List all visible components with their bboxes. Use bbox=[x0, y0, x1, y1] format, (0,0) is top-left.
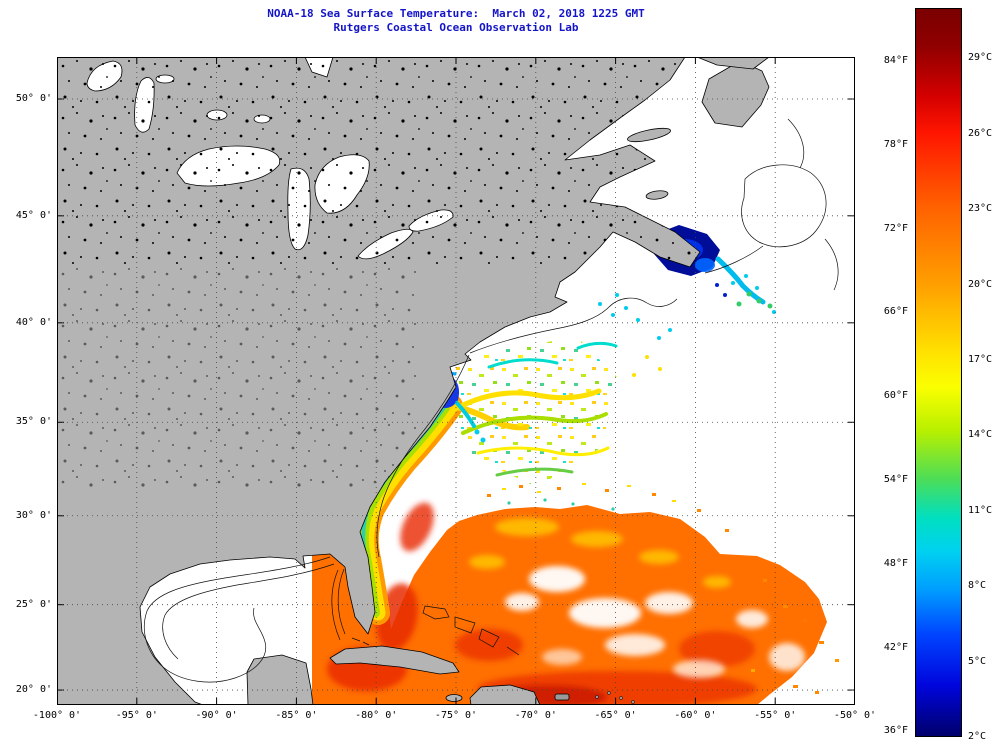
colorbar-fahrenheit-label: 36°F bbox=[883, 725, 908, 737]
warm-mass-mottling bbox=[469, 518, 731, 588]
colorbar-celsius-label: 2°C bbox=[968, 731, 987, 742]
lon-tick-label: -90° 0' bbox=[195, 710, 238, 721]
prince-edward-island bbox=[645, 190, 669, 200]
lon-tick-label: -85° 0' bbox=[275, 710, 318, 721]
graticule-grid bbox=[57, 57, 855, 705]
colorbar-fahrenheit-label: 84°F bbox=[883, 55, 908, 67]
colorbar-fahrenheit-label: 42°F bbox=[883, 641, 908, 653]
sst-edge-speckles bbox=[487, 483, 839, 694]
anticosti-island bbox=[627, 127, 671, 143]
florida-keys bbox=[351, 637, 370, 646]
jamaica-island bbox=[445, 694, 463, 702]
figure-title: NOAA-18 Sea Surface Temperature: March 0… bbox=[267, 7, 645, 20]
lon-tick-label: -75° 0' bbox=[434, 710, 478, 721]
colorbar-celsius-label: 29°C bbox=[968, 52, 993, 64]
cloud-gaps bbox=[505, 566, 805, 678]
lat-tick-label: 40° 0' bbox=[15, 316, 52, 328]
colorbar-celsius-label: 26°C bbox=[968, 127, 993, 139]
canada-lake-speckles bbox=[57, 57, 700, 267]
labrador-coast bbox=[696, 57, 770, 70]
lon-tick-label: -60° 0' bbox=[674, 710, 717, 721]
lat-tick-label: 25° 0' bbox=[15, 598, 52, 610]
lat-tick-label: 30° 0' bbox=[15, 509, 52, 521]
lon-tick-label: -70° 0' bbox=[514, 710, 557, 721]
newfoundland-island bbox=[701, 60, 770, 128]
figure-subtitle: Rutgers Coastal Ocean Observation Lab bbox=[333, 21, 579, 34]
colorbar-celsius-label: 17°C bbox=[968, 353, 993, 365]
bahama-banks bbox=[478, 628, 500, 648]
colorbar-fahrenheit-label: 78°F bbox=[883, 138, 908, 150]
colorbar-fahrenheit-label: 60°F bbox=[883, 390, 908, 402]
colorbar-fahrenheit-label: 48°F bbox=[883, 557, 908, 569]
bahama-banks bbox=[454, 616, 476, 634]
lon-tick-label: -80° 0' bbox=[355, 710, 398, 721]
lon-tick-label: -95° 0' bbox=[115, 710, 158, 721]
colorbar-celsius-label: 14°C bbox=[968, 429, 993, 441]
colorbar-fahrenheit-label: 72°F bbox=[883, 222, 908, 234]
colorbar bbox=[915, 8, 962, 737]
colorbar-celsius-label: 8°C bbox=[968, 580, 987, 592]
colorbar-fahrenheit-label: 54°F bbox=[883, 474, 908, 486]
sst-data-layer bbox=[312, 225, 839, 705]
lon-tick-label: -50° 0' bbox=[833, 710, 877, 721]
lat-tick-label: 45° 0' bbox=[15, 209, 52, 221]
lat-tick-label: 20° 0' bbox=[15, 684, 52, 696]
lesser-antilles bbox=[595, 691, 635, 704]
lon-tick-label: -100° 0' bbox=[32, 710, 82, 721]
puerto-rico-island bbox=[554, 693, 570, 701]
colorbar-celsius-label: 5°C bbox=[968, 655, 987, 667]
lat-tick-label: 35° 0' bbox=[15, 416, 52, 428]
colorbar-celsius-label: 11°C bbox=[968, 504, 993, 516]
colorbar-fahrenheit-label: 66°F bbox=[883, 306, 908, 318]
colorbar-celsius-label: 20°C bbox=[968, 278, 993, 290]
colorbar-celsius-label: 23°C bbox=[968, 203, 993, 215]
mid-atlantic-wisps bbox=[452, 293, 672, 487]
lon-tick-label: -55° 0' bbox=[754, 710, 797, 721]
lon-tick-label: -65° 0' bbox=[594, 710, 637, 721]
bathymetry-contours bbox=[144, 118, 839, 704]
lat-tick-label: 50° 0' bbox=[15, 93, 52, 104]
yucatan-peninsula bbox=[246, 654, 314, 705]
plot-border bbox=[57, 57, 855, 705]
sst-map bbox=[57, 57, 855, 705]
bahama-banks bbox=[422, 605, 450, 620]
cuba-island bbox=[329, 645, 460, 675]
us-lake-speckles bbox=[57, 267, 417, 487]
